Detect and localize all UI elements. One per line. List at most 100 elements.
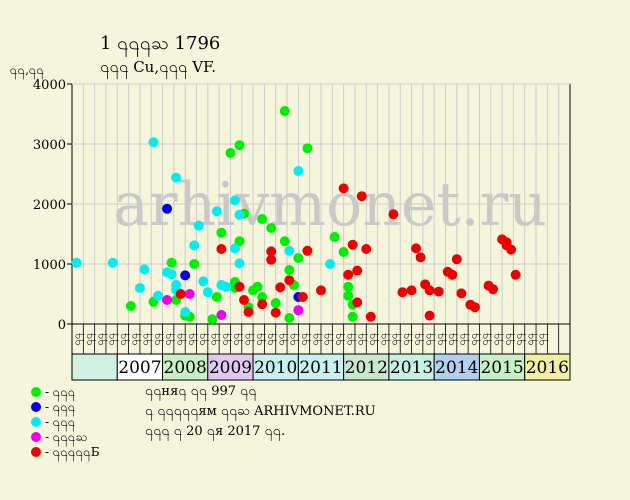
data-point (125, 301, 136, 311)
quarter-tick-label: ႖႖ (287, 333, 300, 346)
data-point (279, 106, 290, 116)
data-point (451, 254, 462, 265)
data-point (252, 281, 263, 292)
data-point (180, 307, 191, 317)
data-point (239, 295, 250, 305)
data-point (352, 265, 363, 276)
legend-label: - ႖႖႖ (45, 385, 76, 402)
quarter-tick-label: ႖႖ (389, 333, 402, 346)
data-point (284, 313, 295, 323)
quarter-tick-label: ႖႖ (310, 333, 323, 346)
data-point (325, 259, 336, 269)
year-band (71, 353, 118, 381)
quarter-tick-label: ႖႖ (480, 333, 493, 346)
quarter-tick-label: ႖႖ (140, 333, 153, 346)
legend-marker (31, 402, 41, 412)
year-label: 2012 (345, 358, 388, 378)
data-point (270, 298, 281, 308)
quarter-tick-label: ႖႖ (502, 333, 515, 346)
year-label: 2010 (254, 358, 297, 378)
year-label: 2013 (390, 358, 433, 378)
y-tick-label: 3000 (33, 138, 66, 153)
data-point (193, 220, 204, 231)
year-band (524, 353, 571, 381)
quarter-tick-label: ႖႖ (468, 333, 481, 346)
data-point (243, 307, 254, 317)
data-points (71, 106, 521, 325)
data-point (216, 310, 227, 320)
data-point (107, 257, 118, 268)
footer-line-1: ႖႖ня႖ ႖႖ 997 ႖႖ (145, 384, 257, 401)
year-label: 2014 (435, 358, 478, 378)
data-point (266, 246, 277, 257)
data-point (302, 245, 313, 256)
data-point (329, 232, 340, 242)
legend-marker (31, 447, 41, 457)
x-axis-year-bands: 2007 2008 2009 2010 2011 2012 2013 2014 2015 2016 (71, 353, 571, 381)
data-point (139, 264, 150, 275)
year-band (116, 353, 164, 381)
data-point (229, 243, 240, 254)
data-point (388, 209, 399, 220)
year-label: 2009 (209, 358, 252, 378)
footer-line-3: ႖႖႖ ႖ 20 ႖я 2017 ႖႖. (145, 424, 285, 441)
quarter-tick-label: ႖႖ (83, 333, 96, 346)
data-point (284, 265, 295, 275)
quarter-tick-label: ႖႖ (525, 333, 538, 346)
year-band (252, 353, 299, 381)
year-band (343, 353, 390, 381)
data-point (162, 295, 173, 305)
quarter-tick-label: ႖႖ (423, 333, 436, 346)
data-point (189, 259, 200, 269)
data-point (234, 209, 245, 220)
data-point (166, 257, 177, 268)
footer-line-2: ႖ ႖႖႖႖႖ям ႖႖ႀ ARHIVMONET.RU (145, 404, 376, 421)
data-point (456, 288, 467, 299)
year-band (433, 353, 480, 381)
data-point (293, 253, 304, 263)
quarter-tick-label: ႖႖ (106, 333, 119, 346)
data-point (316, 285, 326, 296)
quarter-tick-label: ႖႖ (400, 333, 413, 346)
quarter-tick-label: ႖႖ (197, 333, 210, 346)
quarter-tick-label: ႖႖ (72, 333, 85, 346)
data-point (406, 285, 417, 296)
data-point (415, 252, 426, 263)
data-point (302, 143, 313, 154)
data-point (297, 292, 308, 302)
legend-label: - ႖႖႖ (45, 415, 76, 432)
data-point (257, 299, 268, 310)
data-point (365, 311, 376, 322)
legend-label: - ႖႖႖ႀ (45, 430, 87, 447)
data-point (347, 239, 358, 250)
data-point (266, 223, 277, 233)
x-axis-quarter-ticks: ႖႖ ႖႖ ႖႖ ႖႖ ႖႖ ႖႖ ႖႖ ႖႖ ႖႖ ႖႖ ႖႖ ႖႖ ႖႖ ႖႖ ႖႖ ႖႖ ႖႖ ႖႖ ႖႖ ႖႖… (71, 324, 560, 354)
data-point (175, 289, 186, 299)
quarter-tick-label: ႖႖ (231, 333, 244, 346)
chart-subtitle: ႖႖႖ Cu,႖႖႖ VF. (100, 58, 216, 79)
year-label: 2015 (480, 358, 523, 378)
quarter-tick-label: ႖႖ (514, 333, 527, 346)
data-point (510, 269, 521, 280)
quarter-tick-label: ႖႖ (276, 333, 289, 346)
legend-marker (31, 417, 41, 427)
data-point (162, 203, 173, 214)
y-axis-label: ႖႖,႖႖ (10, 63, 44, 80)
data-point (257, 214, 268, 224)
data-point (284, 245, 295, 256)
data-point (134, 283, 145, 293)
data-point (506, 244, 517, 255)
data-point (338, 247, 349, 257)
quarter-tick-label: ႖႖ (378, 333, 391, 346)
quarter-tick-label: ႖႖ (321, 333, 334, 346)
quarter-tick-label: ႖႖ (299, 333, 312, 346)
quarter-tick-label: ႖႖ (446, 333, 459, 346)
quarter-tick-label: ႖႖ (491, 333, 504, 346)
data-point (293, 166, 304, 176)
data-point (275, 282, 286, 293)
legend-marker (31, 432, 41, 442)
data-point (343, 269, 354, 280)
quarter-tick-label: ႖႖ (344, 333, 357, 346)
data-point (211, 206, 222, 217)
